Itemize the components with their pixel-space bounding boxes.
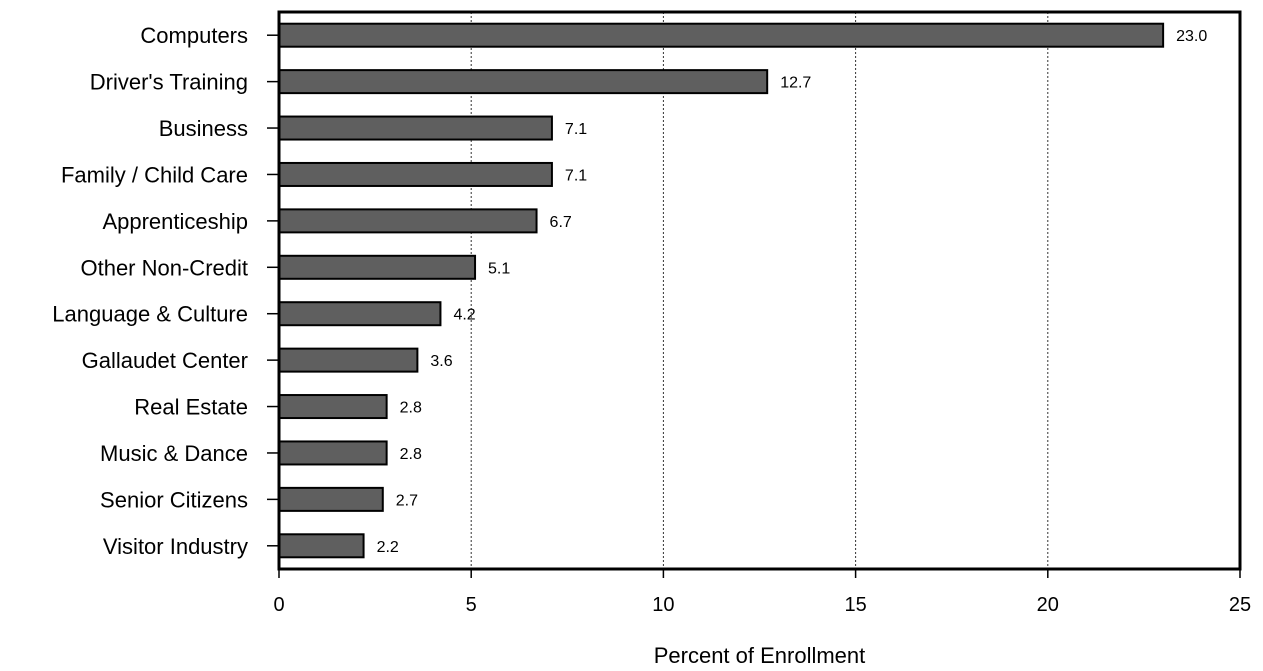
x-axis-title: Percent of Enrollment — [654, 643, 866, 668]
category-label: Other Non-Credit — [80, 255, 248, 280]
category-label: Computers — [140, 23, 248, 48]
value-label: 12.7 — [780, 75, 811, 92]
value-label: 2.8 — [400, 446, 422, 463]
category-label: Gallaudet Center — [82, 348, 248, 373]
bars — [278, 22, 1165, 559]
bar — [278, 208, 538, 234]
value-label: 2.2 — [377, 539, 399, 556]
bar — [278, 440, 388, 466]
value-label: 5.1 — [488, 260, 510, 277]
value-label: 3.6 — [430, 353, 452, 370]
value-label: 4.2 — [453, 307, 475, 324]
bar — [278, 347, 419, 373]
plot-frame — [277, 10, 1242, 571]
value-label: 6.7 — [550, 214, 572, 231]
x-tick-label: 0 — [273, 594, 284, 616]
category-label: Business — [159, 116, 248, 141]
category-label: Driver's Training — [90, 70, 248, 95]
bar — [278, 161, 553, 187]
value-label: 7.1 — [565, 121, 587, 138]
x-ticks: 0 5 10 15 20 25 — [273, 569, 1251, 616]
category-label: Senior Citizens — [100, 487, 248, 512]
bar — [278, 22, 1165, 48]
gridlines — [470, 12, 1049, 569]
value-labels: 23.0 12.7 7.1 7.1 6.7 5.1 4.2 3.6 2.8 2.8 2.7 2.2 — [377, 28, 1208, 556]
bar — [278, 115, 553, 141]
category-label: Real Estate — [134, 395, 248, 420]
category-label: Music & Dance — [100, 441, 248, 466]
bar — [278, 486, 384, 512]
bar — [278, 301, 442, 327]
x-tick-label: 15 — [844, 594, 866, 616]
bar — [278, 69, 769, 95]
x-tick-label: 10 — [652, 594, 674, 616]
bar — [278, 394, 388, 420]
x-tick-label: 20 — [1037, 594, 1059, 616]
value-label: 2.8 — [400, 400, 422, 417]
value-label: 7.1 — [565, 167, 587, 184]
value-label: 2.7 — [396, 492, 418, 509]
category-label: Family / Child Care — [61, 162, 248, 187]
category-label: Apprenticeship — [102, 209, 248, 234]
category-label: Language & Culture — [52, 302, 248, 327]
value-label: 23.0 — [1176, 28, 1207, 45]
x-tick-label: 25 — [1229, 594, 1251, 616]
bar — [278, 254, 477, 280]
category-labels: Computers Driver's Training Business Family… — [52, 23, 279, 559]
category-label: Visitor Industry — [103, 534, 248, 559]
bar — [278, 533, 365, 559]
x-tick-label: 5 — [466, 594, 477, 616]
